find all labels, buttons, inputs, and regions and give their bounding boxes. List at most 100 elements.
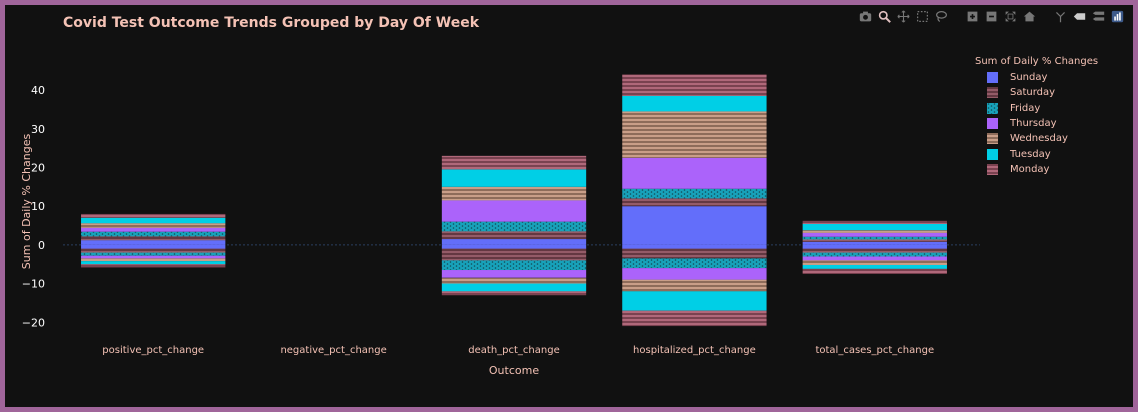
bar-segment bbox=[622, 310, 767, 327]
bar-segment bbox=[441, 169, 587, 187]
chart-frame: positive_pct_change negative_pct_change de… bbox=[5, 5, 1133, 407]
legend-swatch bbox=[987, 102, 998, 114]
legend-item-tuesday[interactable]: Tuesday bbox=[975, 146, 1125, 161]
bar-segment bbox=[441, 248, 587, 261]
bar-segment bbox=[622, 291, 767, 311]
bar-segment bbox=[622, 157, 767, 189]
bar-segment bbox=[441, 270, 587, 278]
legend-items: Sunday Saturday Friday Thursday Wednesda… bbox=[975, 70, 1125, 177]
legend-item-monday[interactable]: Monday bbox=[975, 162, 1125, 177]
plot-area[interactable]: positive_pct_change negative_pct_change de… bbox=[5, 5, 1133, 407]
bar-segment bbox=[802, 248, 947, 253]
lasso-icon[interactable] bbox=[934, 9, 949, 24]
bar-segment bbox=[81, 248, 226, 253]
bar-segment bbox=[802, 223, 947, 231]
y-tick-label: 40 bbox=[31, 84, 45, 97]
x-tick-label: death_pct_change bbox=[468, 345, 559, 356]
legend-item-sunday[interactable]: Sunday bbox=[975, 70, 1125, 85]
bar-segment bbox=[81, 231, 226, 237]
legend-item-wednesday[interactable]: Wednesday bbox=[975, 131, 1125, 146]
bar-segment bbox=[802, 220, 947, 224]
legend-label: Thursday bbox=[1010, 118, 1057, 130]
legend-item-saturday[interactable]: Saturday bbox=[975, 85, 1125, 100]
bar-segment bbox=[441, 244, 587, 249]
modebar bbox=[858, 9, 1125, 24]
bar-segment bbox=[81, 261, 226, 265]
bar-segment bbox=[81, 264, 226, 268]
bar-segment bbox=[622, 268, 767, 280]
hover-compare-icon[interactable] bbox=[1091, 9, 1106, 24]
legend: Sum of Daily % Changes Sunday Saturday F… bbox=[975, 56, 1125, 177]
zoom-in-icon[interactable] bbox=[965, 9, 980, 24]
legend-swatch bbox=[987, 118, 998, 130]
bar-segment bbox=[441, 239, 587, 245]
bar-segment bbox=[802, 264, 947, 269]
box-select-icon[interactable] bbox=[915, 9, 930, 24]
bar-segment bbox=[441, 186, 587, 201]
y-tick-label: 10 bbox=[31, 200, 45, 213]
bar-segment bbox=[802, 241, 947, 245]
legend-swatch bbox=[987, 148, 998, 160]
legend-swatch bbox=[987, 133, 998, 145]
legend-label: Sunday bbox=[1010, 72, 1048, 84]
pan-icon[interactable] bbox=[896, 9, 911, 24]
bar-segment bbox=[802, 232, 947, 237]
home-icon[interactable] bbox=[1022, 9, 1037, 24]
legend-label: Wednesday bbox=[1010, 133, 1068, 145]
y-axis-title: Sum of Daily % Changes bbox=[20, 134, 33, 270]
zoom-out-icon[interactable] bbox=[984, 9, 999, 24]
bar-segment bbox=[441, 155, 587, 170]
y-tick-label: 30 bbox=[31, 123, 45, 136]
plotly-logo-icon[interactable] bbox=[1110, 9, 1125, 24]
y-tick-label: −20 bbox=[22, 316, 45, 329]
x-tick-label: total_cases_pct_change bbox=[815, 345, 934, 356]
x-tick-label: negative_pct_change bbox=[280, 345, 386, 356]
x-tick-label: positive_pct_change bbox=[102, 345, 204, 356]
y-tick-label: −10 bbox=[22, 278, 45, 291]
x-axis-title: Outcome bbox=[489, 364, 539, 377]
bar-segment bbox=[81, 217, 226, 224]
bar-segment bbox=[81, 240, 226, 245]
bar-segment bbox=[441, 260, 587, 271]
bar-segment bbox=[622, 206, 767, 245]
bar-segment bbox=[441, 221, 587, 232]
legend-label: Monday bbox=[1010, 163, 1050, 175]
bar-segment bbox=[802, 244, 947, 249]
camera-icon[interactable] bbox=[858, 9, 873, 24]
bar-segment bbox=[622, 74, 767, 96]
bar-segment bbox=[802, 268, 947, 274]
legend-item-thursday[interactable]: Thursday bbox=[975, 116, 1125, 131]
bar-segment bbox=[441, 277, 587, 284]
bar-segment bbox=[81, 223, 226, 228]
bar-segment bbox=[441, 200, 587, 222]
legend-item-friday[interactable]: Friday bbox=[975, 101, 1125, 116]
bar-segment bbox=[622, 198, 767, 207]
bar-segment bbox=[441, 291, 587, 296]
autoscale-icon[interactable] bbox=[1003, 9, 1018, 24]
bar-segment bbox=[622, 258, 767, 269]
legend-label: Friday bbox=[1010, 102, 1041, 114]
zoom-icon[interactable] bbox=[877, 9, 892, 24]
bar-segment bbox=[802, 230, 947, 233]
bar-segment bbox=[622, 279, 767, 292]
bar-segment bbox=[802, 236, 947, 240]
legend-label: Saturday bbox=[1010, 87, 1056, 99]
chart-title: Covid Test Outcome Trends Grouped by Day… bbox=[63, 15, 480, 31]
bar-segment bbox=[622, 111, 767, 158]
bar-segment bbox=[81, 227, 226, 232]
bar-segment bbox=[81, 252, 226, 256]
bar-segment bbox=[802, 239, 947, 242]
legend-title: Sum of Daily % Changes bbox=[975, 56, 1099, 67]
y-tick-label: 20 bbox=[31, 161, 45, 174]
bar-segment bbox=[81, 244, 226, 249]
bar-segment bbox=[81, 213, 226, 218]
spike-lines-icon[interactable] bbox=[1053, 9, 1068, 24]
bar-segment bbox=[622, 248, 767, 259]
hover-closest-icon[interactable] bbox=[1072, 9, 1087, 24]
bar-segment bbox=[802, 252, 947, 257]
bar-segment bbox=[441, 231, 587, 240]
bar-segment bbox=[81, 258, 226, 262]
y-tick-label: 0 bbox=[38, 239, 45, 252]
legend-swatch bbox=[987, 72, 998, 84]
bar-segment bbox=[802, 260, 947, 265]
